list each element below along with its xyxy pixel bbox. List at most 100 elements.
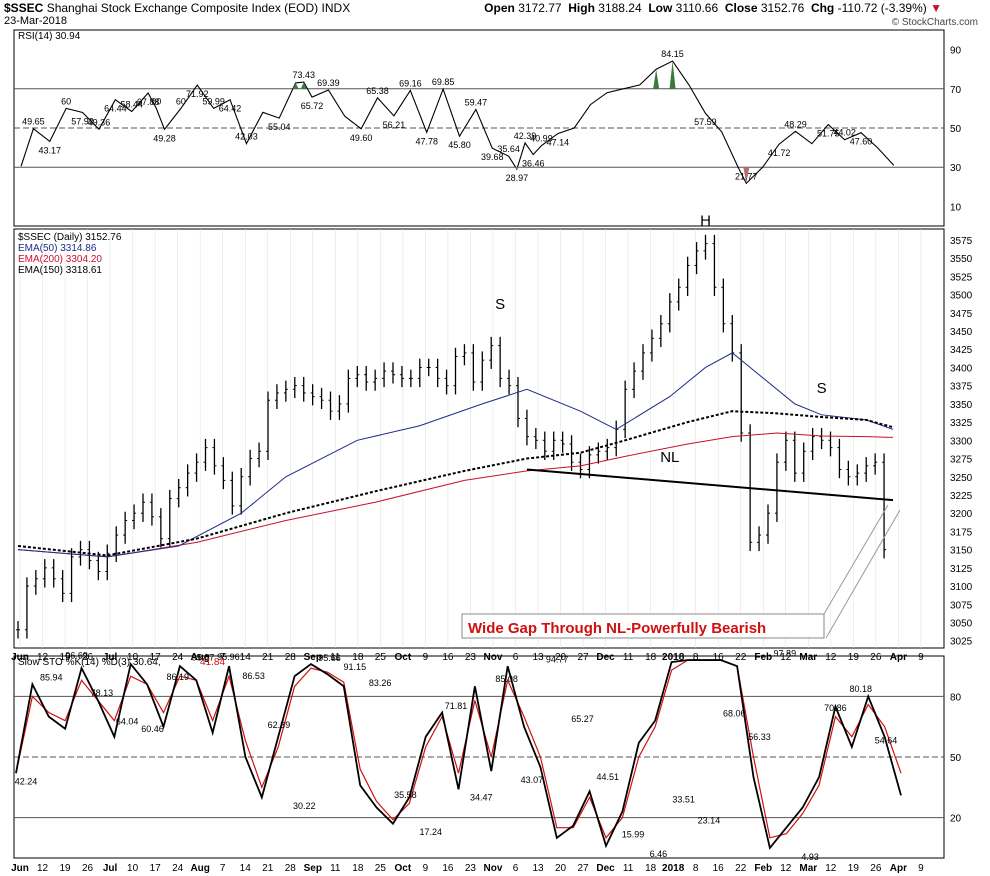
rsi-value-label: 36.46	[522, 159, 545, 169]
sto-value-label: 4.93	[801, 852, 819, 862]
x-tick-label-bottom: 7	[220, 863, 226, 874]
x-tick-label: 11	[330, 652, 341, 663]
x-tick-label: 26	[82, 652, 94, 663]
x-tick-label-bottom: 26	[870, 863, 882, 874]
sto-value-label: 6.46	[650, 849, 668, 859]
sto-value-label: 68.06	[723, 709, 746, 719]
annotation-pointer	[823, 504, 889, 615]
neckline	[526, 468, 894, 502]
x-tick-label: 22	[735, 652, 747, 663]
x-tick-label-bottom: 18	[645, 863, 657, 874]
rsi-overbought-fill	[292, 82, 299, 89]
sto-y-tick: 20	[950, 814, 962, 825]
x-tick-label: 12	[37, 652, 49, 663]
sto-value-label: 80.18	[849, 684, 872, 694]
sto-value-label: 95.66	[318, 653, 341, 663]
sto-y-tick: 50	[950, 753, 962, 764]
x-tick-label: 7	[220, 652, 226, 663]
sto-value-label: 34.47	[470, 792, 493, 802]
symbol: $SSEC	[4, 1, 44, 15]
rsi-value-label: 49.36	[88, 117, 111, 127]
x-tick-label: 17	[150, 652, 162, 663]
rsi-value-label: 57.92	[71, 116, 94, 126]
price-panel	[13, 228, 945, 649]
price-y-tick: 3150	[950, 546, 973, 557]
x-tick-label-bottom: Sep	[304, 863, 322, 874]
annotation-text: Wide Gap Through NL-Powerfully Bearish	[468, 620, 766, 637]
x-tick-label-bottom: 8	[693, 863, 699, 874]
price-y-tick: 3250	[950, 473, 973, 484]
sto-value-label: 71.81	[445, 701, 468, 711]
rsi-value-label: 69.39	[317, 78, 340, 88]
x-tick-label: 12	[825, 652, 837, 663]
rsi-oversold-fill	[743, 167, 750, 184]
exchange: INDX	[321, 1, 351, 15]
price-y-tick: 3525	[950, 272, 973, 283]
rsi-value-label: 64.44	[104, 104, 127, 114]
rsi-value-label: 57.59	[694, 117, 717, 127]
open-label: Open	[484, 1, 515, 15]
x-tick-label-bottom: 23	[465, 863, 477, 874]
sto-value-label: 65.27	[571, 714, 594, 724]
x-tick-label-bottom: 12	[37, 863, 49, 874]
x-tick-label-bottom: Aug	[190, 863, 209, 874]
sto-y-tick: 80	[950, 692, 962, 703]
x-tick-label: 23	[465, 652, 477, 663]
x-tick-label: 28	[285, 652, 297, 663]
sto-value-label: 54.64	[875, 736, 898, 746]
sto-value-label: 43.07	[521, 775, 544, 785]
ema200-line	[17, 432, 894, 558]
rsi-value-label: 60	[61, 96, 71, 106]
price-legend-item: EMA(50) 3314.86	[18, 243, 97, 254]
x-tick-label: 21	[262, 652, 274, 663]
rsi-overbought-fill	[653, 69, 660, 89]
x-tick-label: 2018	[662, 652, 685, 663]
rsi-value-label: 42.03	[235, 132, 258, 142]
x-tick-label-bottom: 12	[825, 863, 837, 874]
x-tick-label: 26	[870, 652, 882, 663]
price-y-tick: 3275	[950, 455, 973, 466]
sto-value-label: 70.86	[824, 703, 847, 713]
x-tick-label-bottom: 16	[713, 863, 725, 874]
price-legend-item: EMA(200) 3304.20	[18, 254, 102, 265]
x-tick-label-bottom: Nov	[484, 863, 503, 874]
close-label: Close	[724, 1, 758, 15]
price-legend-item: EMA(150) 3318.61	[18, 265, 102, 276]
x-tick-label: Dec	[596, 652, 615, 663]
sto-value-label: 33.51	[672, 794, 695, 804]
x-tick-label-bottom: 22	[735, 863, 747, 874]
rsi-value-label: 51.75	[817, 129, 840, 139]
price-y-tick: 3450	[950, 327, 973, 338]
pattern-label: S	[495, 296, 505, 313]
rsi-oversold-fill	[513, 167, 520, 170]
price-y-tick: 3200	[950, 509, 973, 520]
sto-value-label: 42.24	[15, 777, 38, 787]
watermark: © StockCharts.com	[891, 17, 978, 28]
rsi-value-label: 67.88	[137, 97, 160, 107]
x-tick-label: 9	[918, 652, 924, 663]
sto-value-label: 95.96	[217, 652, 240, 662]
sto-value-label: 56.33	[748, 732, 771, 742]
sto-value-label: 83.26	[369, 678, 392, 688]
sto-value-label: 96.69	[65, 651, 88, 661]
rsi-value-label: 59.99	[202, 96, 225, 106]
rsi-y-tick: 50	[950, 124, 962, 135]
x-tick-label: 12	[780, 652, 792, 663]
x-tick-label: 16	[442, 652, 454, 663]
ema150-line	[17, 410, 894, 557]
sto-value-label: 44.51	[596, 772, 619, 782]
x-tick-label: 16	[713, 652, 725, 663]
price-y-tick: 3375	[950, 382, 973, 393]
x-tick-label-bottom: Jul	[103, 863, 118, 874]
rsi-value-label: 49.28	[153, 133, 176, 143]
x-tick-label: Aug	[190, 652, 209, 663]
rsi-value-label: 47.78	[415, 136, 438, 146]
x-tick-label: 19	[59, 652, 71, 663]
sto-value-label: 78.13	[91, 688, 114, 698]
x-tick-label: 24	[172, 652, 184, 663]
rsi-value-label: 48.29	[784, 119, 807, 129]
x-tick-label: 6	[513, 652, 519, 663]
rsi-y-tick: 90	[950, 46, 962, 57]
sto-k-line	[15, 659, 902, 850]
